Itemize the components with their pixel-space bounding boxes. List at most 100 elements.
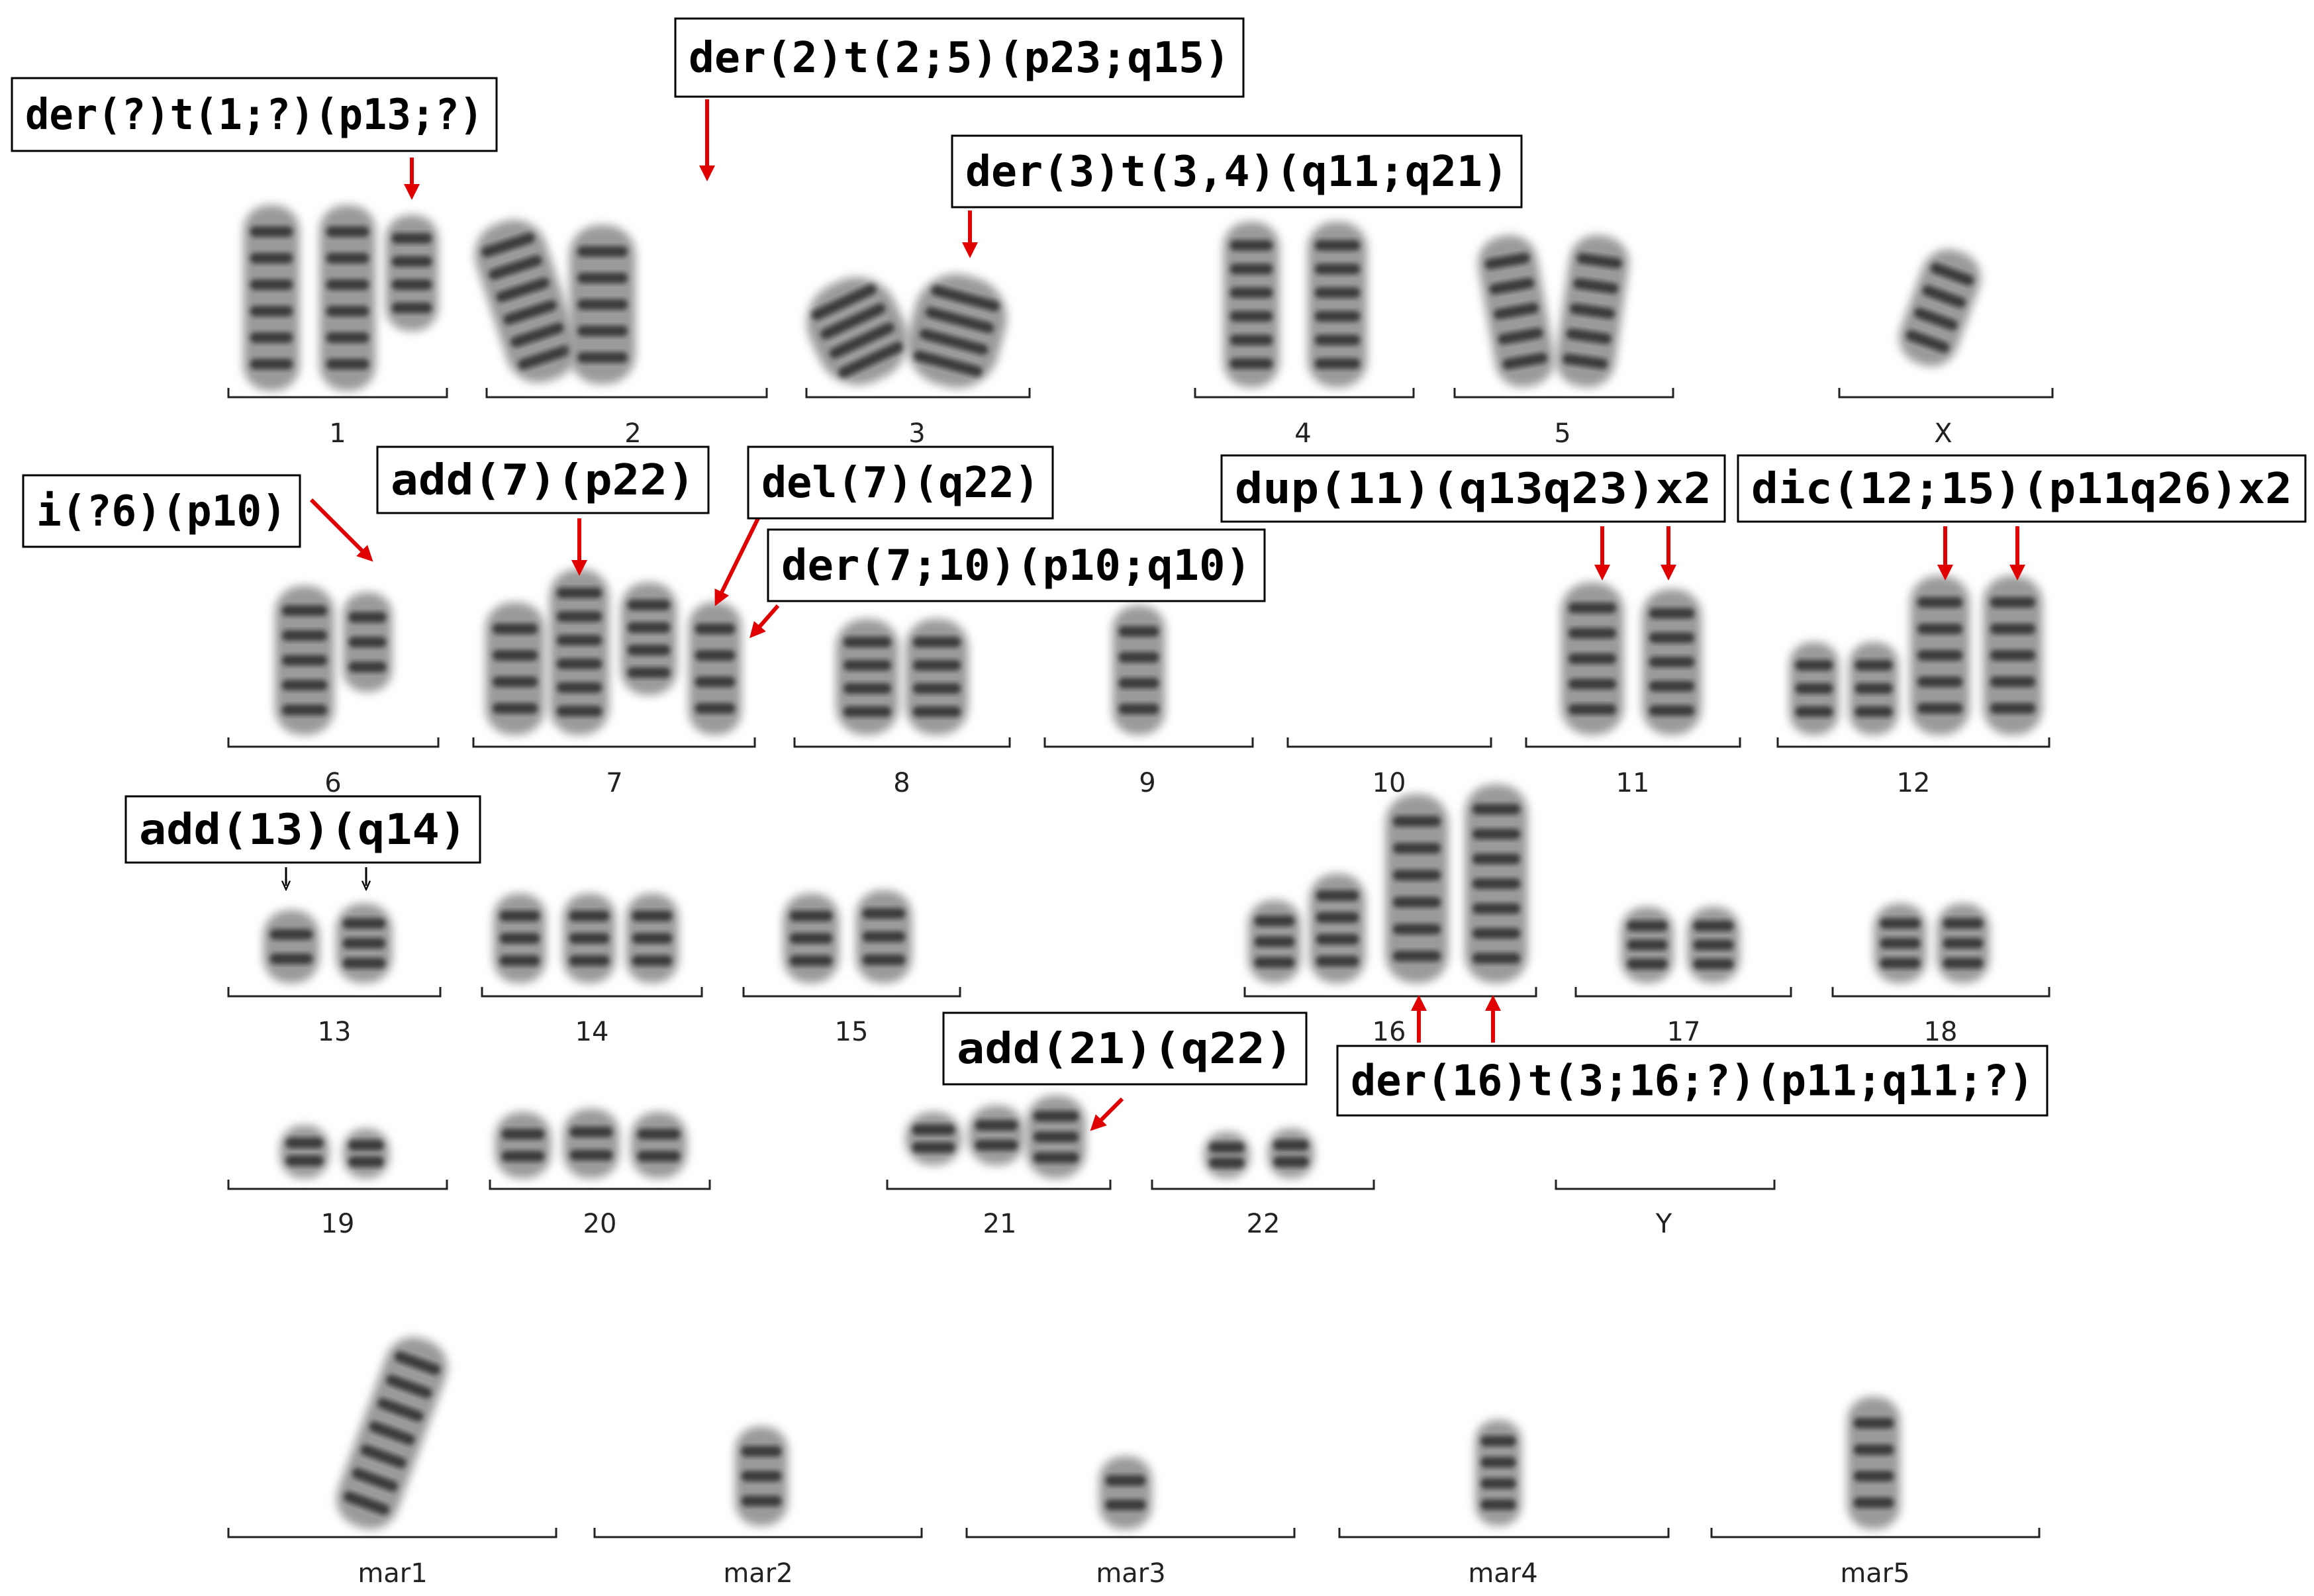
chromosome-image [493,894,546,983]
chromosome-label: 4 [1294,418,1311,449]
chromosome-label: 7 [606,768,622,798]
chromosome-image [1847,1397,1900,1529]
chromosome-image [905,1112,962,1165]
chromosome-label: 2 [624,418,641,449]
chromosome-image [550,569,609,735]
annotation: der(?)t(1;?)(p13;?) [11,77,498,152]
chromosome-label: mar2 [723,1558,793,1589]
chromosome-image [1874,904,1927,983]
chromosome-label: 20 [583,1209,617,1239]
chromosome-image [1223,222,1280,387]
annotation-label: dup(11)(q13q23)x2 [1235,465,1711,514]
chromosome-image [620,583,677,695]
group-baseline [1453,388,1674,399]
annotation: dic(12;15)(p11q26)x2 [1737,454,2307,523]
annotation-arrows [286,99,2025,1131]
annotation-label: der(16)t(3;16;?)(p11;q11;?) [1351,1057,2034,1106]
chromosome-image [1642,589,1702,735]
annotation: der(3)t(3,4)(q11;q21) [951,134,1523,209]
group-baseline [1151,1180,1375,1190]
annotation-label: add(13)(q14) [139,806,467,855]
chromosome-image [569,225,636,384]
chromosome-image [319,205,376,391]
chromosome-image [1478,235,1555,387]
chromosome-image [485,602,545,735]
annotation-label: i(?6)(p10) [36,487,287,536]
annotation-arrow [1090,1097,1124,1131]
group-baseline [965,1528,1296,1538]
chromosome-image [563,1109,620,1178]
group-baseline [472,737,756,748]
chromosome-image [279,1125,330,1178]
chromosome-label: 12 [1897,768,1931,798]
chromosome-label: 17 [1667,1017,1701,1047]
group-baseline [1710,1528,2041,1538]
chromosome-image [626,894,679,983]
group-baseline [485,388,768,399]
annotation-label: dic(12;15)(p11q26)x2 [1751,465,2292,514]
chromosome-label: mar1 [358,1558,427,1589]
annotation-label: der(7;10)(p10;q10) [781,541,1251,590]
group-baseline [1525,737,1741,748]
annotation: add(7)(p22) [376,446,710,514]
chromosome-label: mar5 [1840,1558,1909,1589]
chromosome-label: 8 [893,768,910,798]
annotation-label: del(7)(q22) [761,459,1039,508]
chromosome-image [689,602,742,735]
chromosome-image [1983,576,2043,735]
chromosome-label: 9 [1139,768,1155,798]
chromosome-image [855,890,912,983]
annotation-arrow [714,517,760,606]
chromosome-image [1204,1132,1250,1178]
chromosome-image [1248,900,1301,983]
chromosome-image [630,1112,687,1178]
group-baseline [805,388,1031,399]
chromosome-image [1308,222,1367,387]
chromosome-label: 10 [1373,768,1406,798]
chromosome-image [1026,1096,1086,1178]
chromosome-image [1475,1420,1521,1526]
group-baseline [1776,737,2050,748]
chromosome-image [343,1129,389,1178]
chromosome-image [783,894,840,983]
annotation: dup(11)(q13q23)x2 [1220,454,1726,523]
annotation-arrow [749,604,780,639]
group-baseline [1838,388,2054,399]
chromosome-label: 19 [321,1209,355,1239]
chromosome-image [1385,794,1449,983]
annotation-label: der(?)t(1;?)(p13;?) [25,91,483,140]
chromosome-image [1099,1456,1152,1529]
chromosome-label: 18 [1924,1017,1958,1047]
group-baseline [1043,737,1254,748]
chromosome-image [1561,583,1624,735]
chromosome-label: 6 [324,768,341,798]
chromosome-image [263,910,320,983]
chromosome-label: 21 [983,1209,1017,1239]
group-baseline [793,737,1011,748]
group-baseline [1555,1180,1776,1190]
group-baseline [742,987,961,998]
annotation: der(16)t(3;16;?)(p11;q11;?) [1336,1045,2049,1117]
annotation: i(?6)(p10) [22,474,301,548]
chromosome-image [735,1427,788,1526]
chromosome-image [243,205,300,391]
annotation-label: add(21)(q22) [957,1025,1293,1074]
chromosome-image [1849,642,1899,735]
chromosome-image [806,277,908,385]
annotation-arrow [309,498,373,562]
group-baseline [1286,737,1492,748]
chromosome-image [1687,907,1740,983]
annotation-label: der(2)t(2;5)(p23;q15) [689,34,1230,83]
chromosome-label: 1 [329,418,346,449]
chromosome-image [968,1105,1025,1165]
chromosome-image [1937,904,1990,983]
group-baseline [593,1528,923,1538]
annotation: add(13)(q14) [124,795,481,864]
group-baseline [227,987,442,998]
chromosome-label: mar4 [1468,1558,1537,1589]
chromosome-label: 14 [575,1017,609,1047]
group-baseline [1243,987,1537,998]
chromosome-image [474,219,579,383]
